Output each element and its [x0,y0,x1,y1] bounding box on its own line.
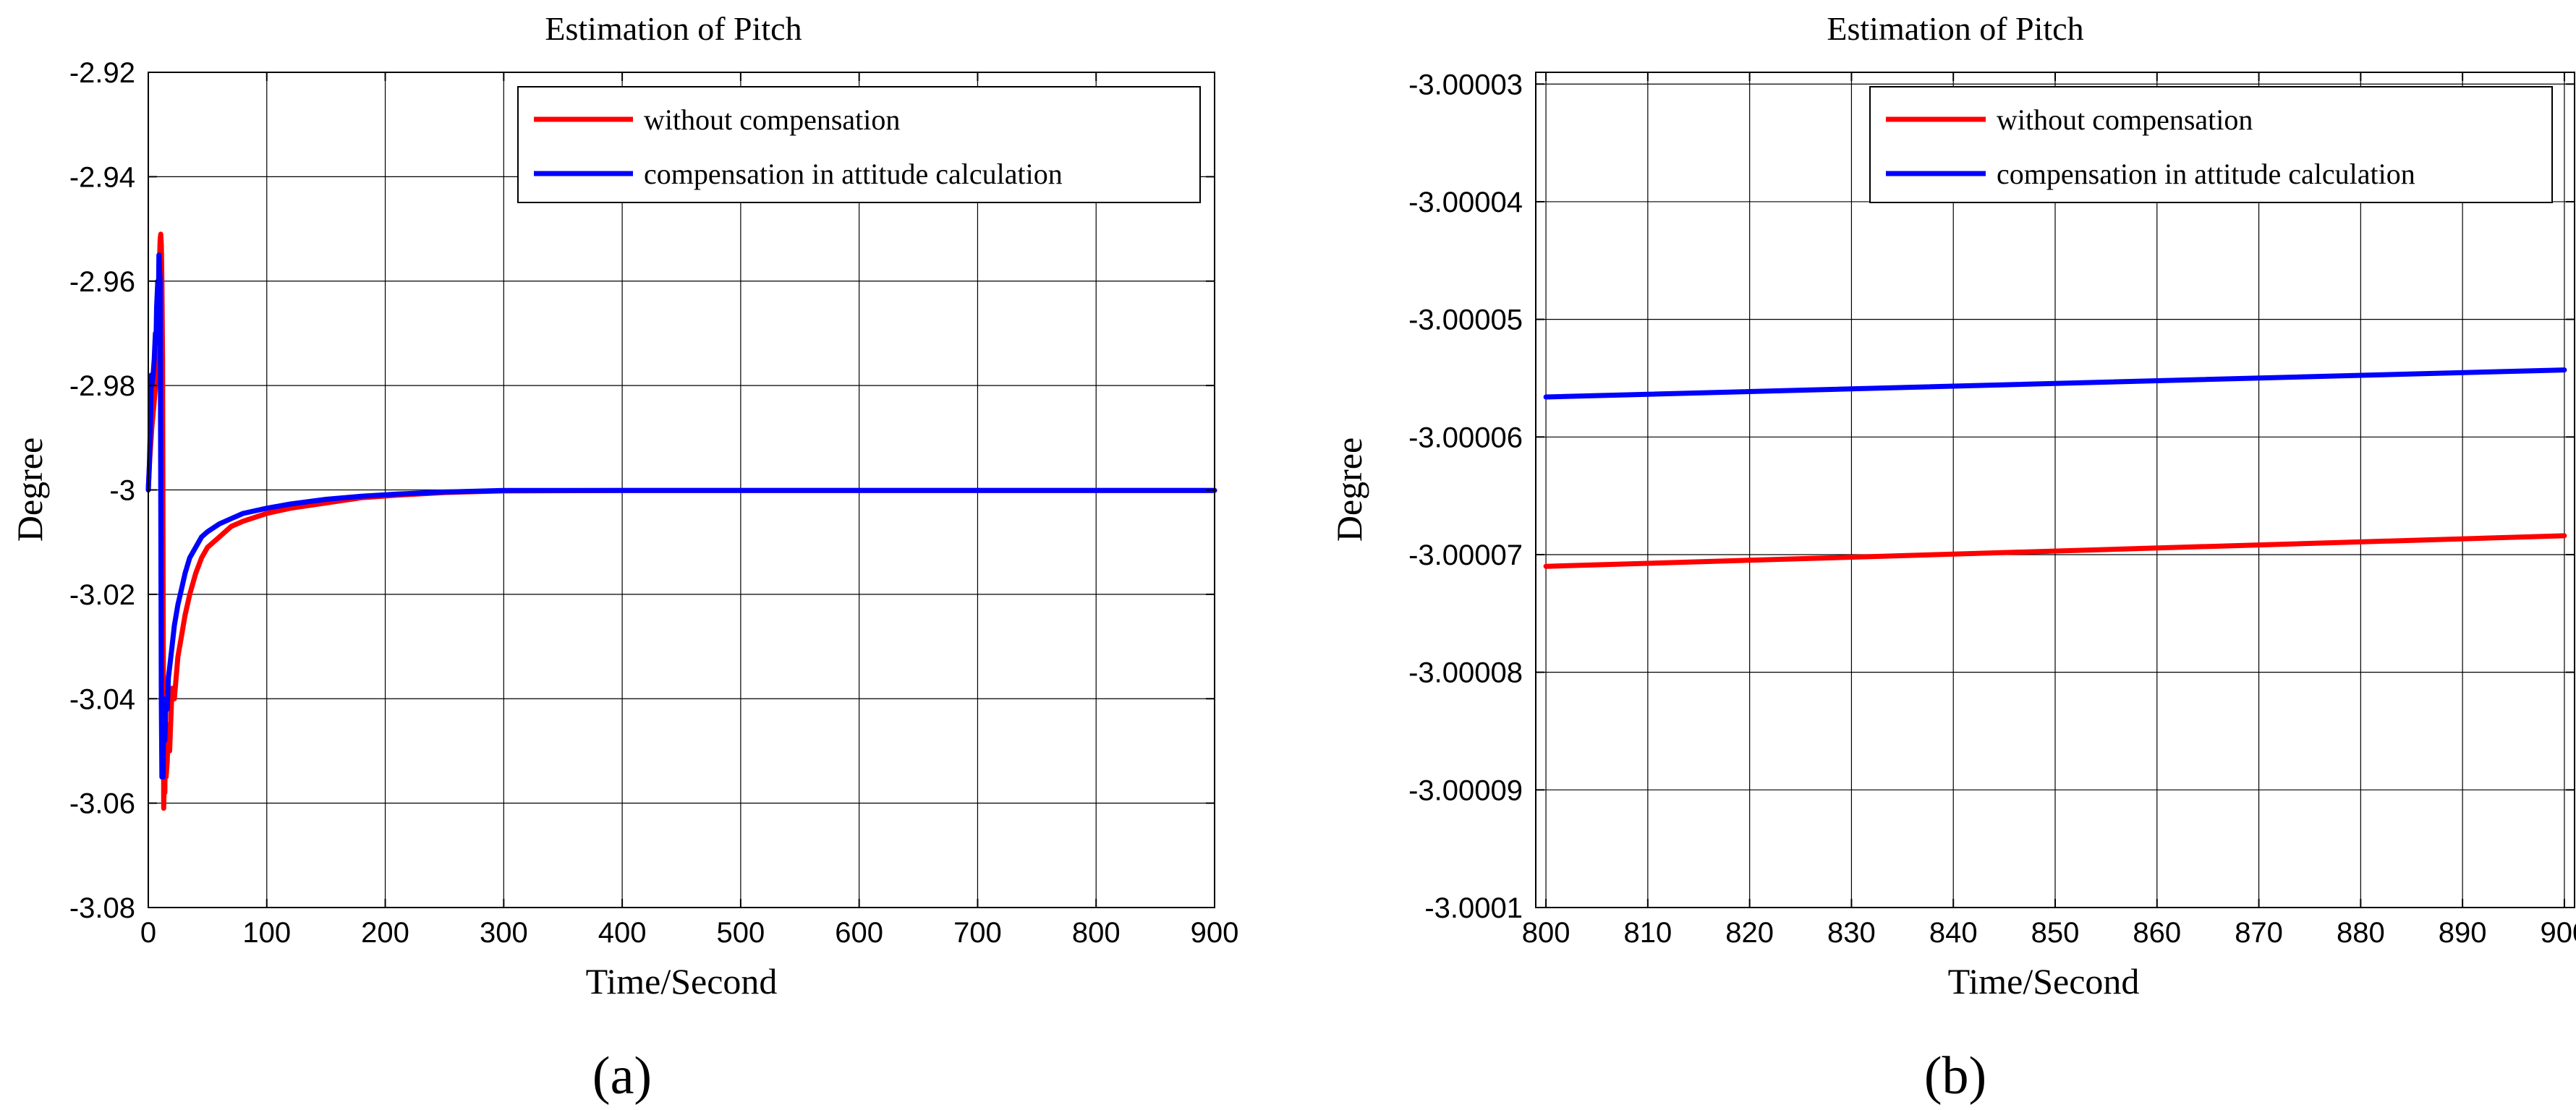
panel-a-xtick-label: 500 [717,917,765,949]
panel-b-series [1543,367,2567,569]
panel-a-ytick-label: -2.98 [69,370,135,402]
panel-b-title: Estimation of Pitch [1827,10,2083,47]
panel-a-ticks: 0 100 200 300 400 500 600 700 800 900 -3.08 -3.06 -3… [69,57,1239,949]
panel-b-xlabel: Time/Second [1948,961,2140,1002]
panel-a-ytick-label: -3.02 [69,579,135,611]
panel-a-ylabel: Degree [9,437,50,542]
panel-b-ytick-label: -3.00003 [1408,69,1523,101]
panel-b-ytick-label: -3.00006 [1408,422,1523,453]
panel-b-label: (b) [1924,1046,1986,1106]
panel-a-xtick-label: 200 [361,917,409,949]
panel-a-xtick-label: 800 [1072,917,1121,949]
panel-a-legend-box [517,86,1201,203]
panel-a-xtick-label: 300 [480,917,528,949]
panel-b-legend-box [1869,86,2553,203]
panel-a-label: (a) [592,1046,652,1106]
panel-a-ytick-label: -2.92 [69,57,135,89]
panel-b-series-line-compensation [1543,367,2567,400]
panel-b-xtick-label: 890 [2439,917,2487,949]
panel-b-ticks: 800 810 820 830 840 850 860 870 880 890 900 -3.0001… [1408,69,2576,949]
panel-b-legend: without compensation compensation in att… [1869,86,2553,203]
panel-a-xtick-label: 600 [835,917,883,949]
panel-a-xtick-label: 400 [598,917,647,949]
panel-b-xtick-label: 840 [1929,917,1978,949]
panel-b-xtick-label: 830 [1827,917,1876,949]
panel-a-xtick-label: 0 [140,917,156,949]
panel-b-ytick-label: -3.00007 [1408,539,1523,571]
panel-b: Estimation of Pitch 800 810 820 830 840 850 86… [1329,10,2576,1106]
panel-a: Estimation of Pitch 0 100 200 300 400 500 600 7… [9,10,1238,1106]
panel-a-legend-label-without-compensation: without compensation [644,103,900,136]
panel-a-ytick-label: -2.96 [69,266,135,298]
panel-a-series-line-compensation [145,252,1217,780]
panel-b-xtick-label: 880 [2337,917,2385,949]
panel-b-xtick-label: 850 [2031,917,2080,949]
panel-b-xtick-label: 900 [2541,917,2576,949]
panel-b-ytick-label: -3.00008 [1408,657,1523,689]
panel-a-title: Estimation of Pitch [545,10,802,47]
panel-a-xtick-label: 700 [953,917,1002,949]
panel-b-xtick-label: 870 [2235,917,2283,949]
panel-a-series [145,231,1217,811]
panel-a-ytick-label: -3.06 [69,788,135,820]
panel-b-xtick-label: 860 [2133,917,2181,949]
panel-b-grid [1536,72,2575,908]
panel-b-legend-label-without-compensation: without compensation [1997,103,2253,136]
panel-b-ylabel: Degree [1329,437,1369,542]
panel-b-ytick-label: -3.00009 [1408,774,1523,806]
panel-a-ytick-label: -3.08 [69,892,135,924]
panel-a-legend-label-compensation: compensation in attitude calculation [644,158,1063,190]
panel-b-legend-label-compensation: compensation in attitude calculation [1997,158,2415,190]
panel-b-series-line-without-compensation [1543,533,2567,569]
panel-b-ytick-label: -3.0001 [1424,892,1523,924]
panel-a-ytick-label: -2.94 [69,161,135,193]
panel-b-xtick-label: 800 [1522,917,1570,949]
panel-b-ytick-label: -3.00004 [1408,187,1523,218]
panel-a-xtick-label: 900 [1191,917,1239,949]
panel-a-xlabel: Time/Second [586,961,778,1002]
panel-b-xtick-label: 820 [1725,917,1774,949]
panel-b-xtick-label: 810 [1623,917,1672,949]
panel-a-ytick-label: -3.04 [69,683,135,715]
panel-a-xtick-label: 100 [242,917,291,949]
panel-a-legend: without compensation compensation in att… [517,86,1201,203]
panel-a-ytick-label: -3 [109,475,135,507]
panel-b-ytick-label: -3.00005 [1408,304,1523,336]
